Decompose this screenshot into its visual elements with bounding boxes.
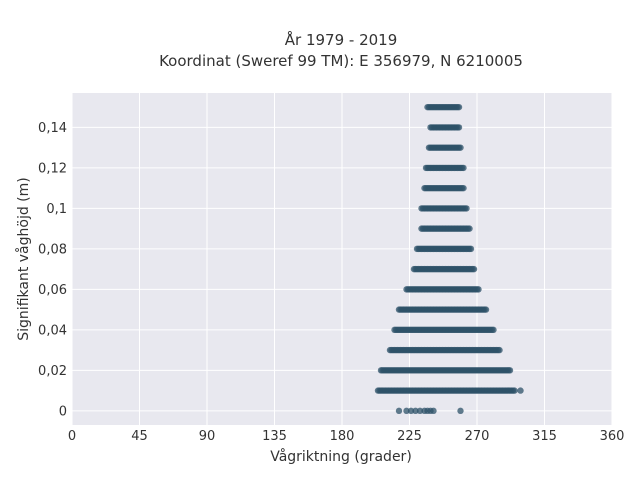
x-tick-label: 225 xyxy=(397,429,422,444)
x-tick-labels: 0 45 90 135 180 225 270 315 360 xyxy=(68,429,625,444)
data-point xyxy=(460,184,467,192)
data-point xyxy=(407,407,415,415)
grid xyxy=(71,93,613,425)
data-point xyxy=(455,103,463,111)
data-points xyxy=(374,103,524,415)
chart-title-line-2: Koordinat (Sweref 99 TM): E 356979, N 62… xyxy=(159,52,523,70)
x-tick-label: 0 xyxy=(68,429,76,444)
y-tick-label: 0,08 xyxy=(38,242,67,257)
x-tick-label: 360 xyxy=(600,429,625,444)
data-point xyxy=(511,387,518,394)
data-point xyxy=(416,407,424,415)
data-point xyxy=(466,225,473,232)
x-tick-label: 180 xyxy=(330,429,355,444)
data-point xyxy=(490,326,497,334)
data-point xyxy=(482,306,490,313)
data-point xyxy=(517,387,524,394)
data-point xyxy=(395,407,403,415)
data-point xyxy=(470,265,478,273)
data-point xyxy=(496,346,503,354)
data-point xyxy=(457,144,464,151)
x-axis-title: Vågriktning (grader) xyxy=(270,448,412,465)
x-tick-label: 270 xyxy=(465,429,490,444)
data-point xyxy=(463,205,470,212)
data-point xyxy=(403,407,410,415)
chart-title-line-1: År 1979 - 2019 xyxy=(285,30,398,49)
data-point xyxy=(467,245,475,253)
data-point xyxy=(506,367,514,374)
data-point xyxy=(412,407,419,415)
x-tick-label: 45 xyxy=(131,429,148,444)
x-tick-label: 90 xyxy=(199,429,216,444)
x-tick-label: 135 xyxy=(262,429,287,444)
y-axis-title: Signifikant våghöjd (m) xyxy=(15,177,32,340)
data-point xyxy=(460,164,467,172)
y-tick-label: 0 xyxy=(59,404,67,419)
data-point xyxy=(475,286,482,293)
y-tick-labels: 0 0,02 0,04 0,06 0,08 0,1 0,12 0,14 xyxy=(38,121,67,419)
x-tick-label: 315 xyxy=(532,429,557,444)
data-point xyxy=(457,407,464,415)
y-tick-label: 0,14 xyxy=(38,121,67,136)
y-tick-label: 0,06 xyxy=(38,283,67,298)
y-tick-label: 0,12 xyxy=(38,161,67,176)
data-point xyxy=(430,407,437,415)
data-point xyxy=(455,124,463,131)
y-tick-label: 0,04 xyxy=(38,323,67,338)
y-tick-label: 0,1 xyxy=(46,202,67,217)
y-tick-label: 0,02 xyxy=(38,364,67,379)
